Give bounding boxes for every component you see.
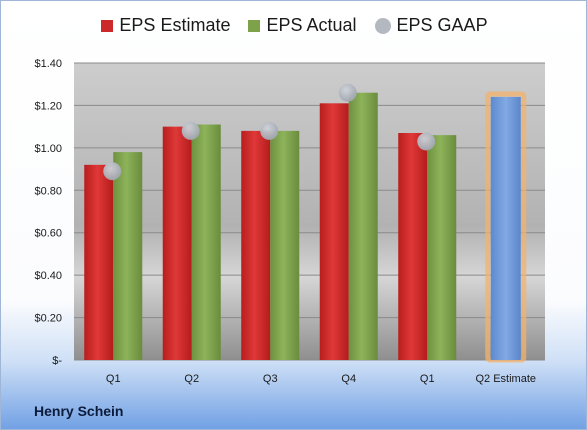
bars [84, 91, 527, 363]
legend: EPS Estimate EPS Actual EPS GAAP [1, 15, 586, 36]
eps-gaap-marker [181, 121, 200, 140]
gaap-markers [103, 83, 436, 181]
eps-actual-bar [191, 124, 221, 361]
legend-item-eps-gaap: EPS GAAP [374, 15, 488, 36]
eps-estimate-bar [241, 130, 271, 360]
eps-forecast-bar [490, 96, 521, 360]
y-tick-label: $- [52, 355, 62, 367]
y-tick-label: $1.20 [34, 100, 62, 112]
x-tick-label: Q2 [184, 373, 199, 385]
y-axis-ticks: $- $0.20 $0.40 $0.60 $0.80 $1.00 $1.20 $1.40 [34, 58, 62, 367]
y-tick-label: $0.80 [34, 185, 62, 197]
legend-item-eps-actual: EPS Actual [248, 15, 357, 36]
x-tick-label: Q1 [106, 373, 121, 385]
eps-actual-bar [427, 135, 457, 360]
eps-actual-bar [270, 130, 300, 360]
eps-gaap-marker [103, 162, 122, 181]
x-tick-label: Q3 [263, 373, 278, 385]
y-tick-label: $0.60 [34, 228, 62, 240]
x-tick-label: Q1 [420, 373, 435, 385]
legend-label: EPS GAAP [396, 15, 488, 35]
x-tick-label: Q4 [341, 373, 356, 385]
plot-area [74, 63, 545, 360]
eps-actual-swatch [248, 19, 261, 32]
eps-gaap-marker [338, 83, 357, 102]
eps-gaap-marker [417, 132, 436, 151]
legend-item-eps-estimate: EPS Estimate [101, 15, 230, 36]
eps-gaap-marker [260, 121, 279, 140]
company-name: Henry Schein [34, 403, 124, 419]
y-tick-label: $0.40 [34, 270, 62, 282]
eps-estimate-bar [319, 103, 349, 361]
gridlines [74, 62, 545, 361]
eps-gaap-swatch [374, 17, 391, 34]
x-axis-ticks: Q1 Q2 Q3 Q4 Q1 Q2 Estimate [106, 373, 536, 385]
eps-actual-bar [348, 92, 378, 360]
eps-estimate-bar [162, 126, 192, 361]
eps-estimate-swatch [101, 19, 114, 32]
legend-label: EPS Actual [266, 15, 357, 35]
legend-label: EPS Estimate [119, 15, 231, 35]
eps-estimate-bar [84, 164, 114, 360]
y-tick-label: $0.20 [34, 313, 62, 325]
y-tick-label: $1.00 [34, 143, 62, 155]
y-tick-label: $1.40 [34, 58, 62, 70]
eps-actual-bar [113, 152, 143, 360]
eps-estimate-bar [398, 133, 428, 360]
x-tick-label: Q2 Estimate [475, 373, 536, 385]
